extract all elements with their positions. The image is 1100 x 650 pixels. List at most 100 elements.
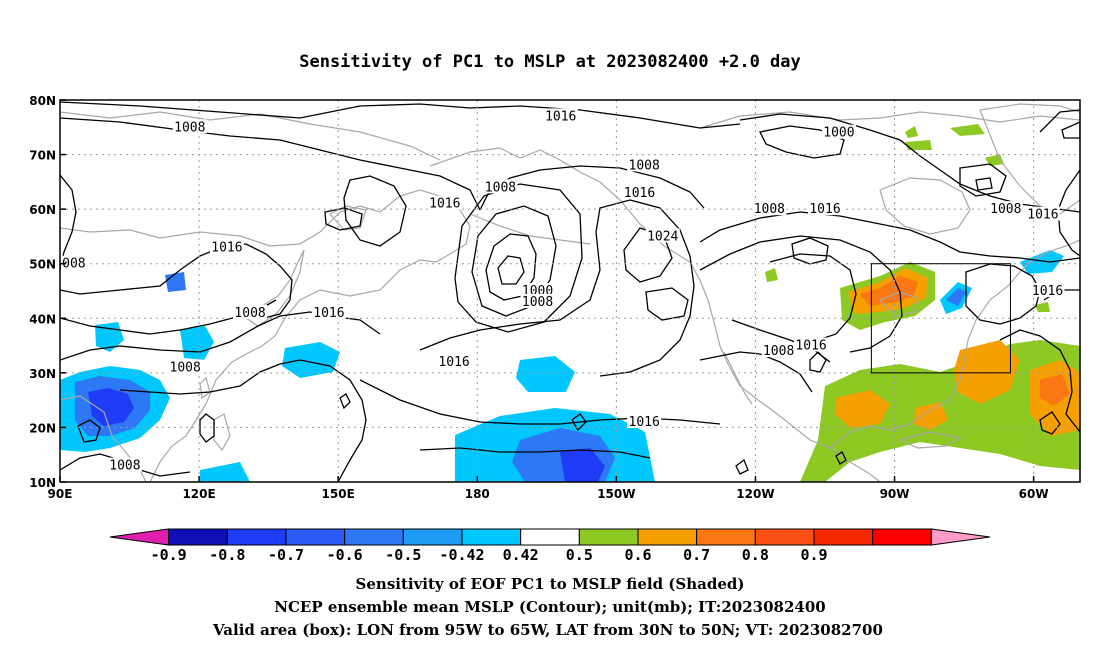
footer-line-1: Sensitivity of EOF PC1 to MSLP field (Sh… xyxy=(356,575,745,593)
contour-label: 1016 xyxy=(1032,284,1063,299)
contour-line xyxy=(199,413,215,443)
contour-line xyxy=(809,351,827,373)
contour-line xyxy=(835,451,847,465)
colorbar-segment xyxy=(754,528,815,546)
coastline-central-america xyxy=(829,447,881,482)
lat-tick-label: 10N xyxy=(29,476,56,490)
contour-label-bg xyxy=(761,343,796,358)
negative-shade-region xyxy=(180,326,214,360)
colorbar-segment xyxy=(344,528,404,546)
contour-line xyxy=(699,351,813,393)
coastline-hudson-bay xyxy=(879,177,971,235)
contour-label-bg xyxy=(794,337,829,352)
contour-label-bg xyxy=(60,255,87,270)
negative-shade-region xyxy=(946,288,966,306)
contour-line xyxy=(339,393,351,410)
lon-tick-label: 150W xyxy=(597,487,635,501)
contour-line xyxy=(959,163,1007,197)
coastline-cuba xyxy=(898,431,962,449)
contour-label: 1016 xyxy=(211,240,242,255)
lon-tick-label: 180 xyxy=(465,487,490,501)
colorbar-segment xyxy=(226,528,287,546)
contour-line xyxy=(699,211,1080,263)
contour-label-bg xyxy=(483,179,518,194)
colorbar-label: 0.8 xyxy=(742,546,769,564)
lat-tick-label: 60N xyxy=(29,203,56,217)
lon-tick-label: 120E xyxy=(182,487,215,501)
contour-label-bg xyxy=(627,413,662,428)
contour-label: 008 xyxy=(62,257,85,272)
colorbar-label: -0.7 xyxy=(268,546,304,564)
contour-label: 1008 xyxy=(754,202,785,217)
contour-label-bg xyxy=(808,201,842,216)
contour-label-bg xyxy=(311,304,346,319)
contour-label-bg xyxy=(627,157,662,172)
colorbar-segment xyxy=(578,528,639,546)
colorbar-segment xyxy=(696,528,756,546)
coastline-baja xyxy=(723,351,753,405)
contour-label: 1008 xyxy=(763,344,794,359)
lon-tick-label: 90E xyxy=(48,487,73,501)
mslp-contours xyxy=(60,101,1080,482)
contour-line xyxy=(1057,169,1080,257)
contour-label: 1008 xyxy=(109,459,140,474)
contour-line xyxy=(485,233,537,301)
contour-line xyxy=(999,329,1080,433)
contour-line xyxy=(735,458,749,475)
contour-label: 1016 xyxy=(1027,208,1058,223)
negative-shade-region xyxy=(560,448,605,482)
colorbar-segment xyxy=(520,528,580,546)
contour-label: 1008 xyxy=(522,295,553,310)
negative-shade-region xyxy=(516,356,575,392)
colorbar-label: 0.9 xyxy=(800,546,827,564)
contour-label: 1008 xyxy=(629,158,660,173)
contour-label-bg xyxy=(821,124,856,139)
coastline-alaska xyxy=(429,147,831,449)
coastline-taiwan xyxy=(199,376,211,400)
positive-shade-region xyxy=(1040,374,1070,406)
contour-line xyxy=(60,117,481,211)
coastline-asia xyxy=(60,189,471,482)
coastline-canada-arctic xyxy=(699,111,1080,129)
contour-label-bg xyxy=(1025,206,1060,221)
colorbar-segment xyxy=(461,528,522,546)
lat-tick-label: 20N xyxy=(29,421,56,435)
negative-shade-region xyxy=(165,272,186,292)
colorbar-segment xyxy=(285,528,346,546)
colorbar-label: 0.6 xyxy=(624,546,651,564)
footer-line-3: Valid area (box): LON from 95W to 65W, L… xyxy=(212,621,883,639)
contour-line xyxy=(419,199,695,377)
positive-shade-region xyxy=(914,402,948,430)
contour-label-bg xyxy=(520,283,555,297)
contour-label-bg xyxy=(752,201,787,216)
coastline-arctic-siberia xyxy=(60,111,441,161)
colorbar-segment xyxy=(637,528,698,546)
contour-line xyxy=(1061,121,1080,139)
contour-line xyxy=(759,125,845,159)
contour-label: 1024 xyxy=(647,229,678,244)
valid-area-box xyxy=(870,263,1011,374)
positive-shade-region xyxy=(1035,302,1050,312)
colorbar-label: -0.42 xyxy=(439,546,484,564)
lat-tick-label: 30N xyxy=(29,367,56,381)
lon-tick-label: 60W xyxy=(1019,487,1049,501)
axis-ticks: 90E 120E 150E 180 150W 120W 90W 60W 10N 20N 30N 40N… xyxy=(29,94,1048,501)
contour-label: 1008 xyxy=(174,120,205,135)
positive-shade-region xyxy=(954,340,1020,404)
contour-label: 1016 xyxy=(624,186,655,201)
contour-line xyxy=(975,177,993,191)
contour-line xyxy=(77,419,101,443)
positive-shade-region xyxy=(860,276,918,306)
contour-label-bg xyxy=(233,304,268,319)
contour-labels: 1008 1016 1008 1016 1000 1008 1016 1024 1008 1016… xyxy=(60,108,1065,474)
contour-line xyxy=(343,175,407,247)
colorbar-label: 0.7 xyxy=(683,546,710,564)
contour-label-bg xyxy=(988,201,1023,216)
contour-label: 1016 xyxy=(438,355,469,370)
coastline-great-lakes xyxy=(878,291,919,317)
contour-label: 1000 xyxy=(823,126,854,141)
contour-line xyxy=(645,287,689,321)
contour-line xyxy=(454,183,583,333)
sensitivity-shading xyxy=(60,124,1080,482)
